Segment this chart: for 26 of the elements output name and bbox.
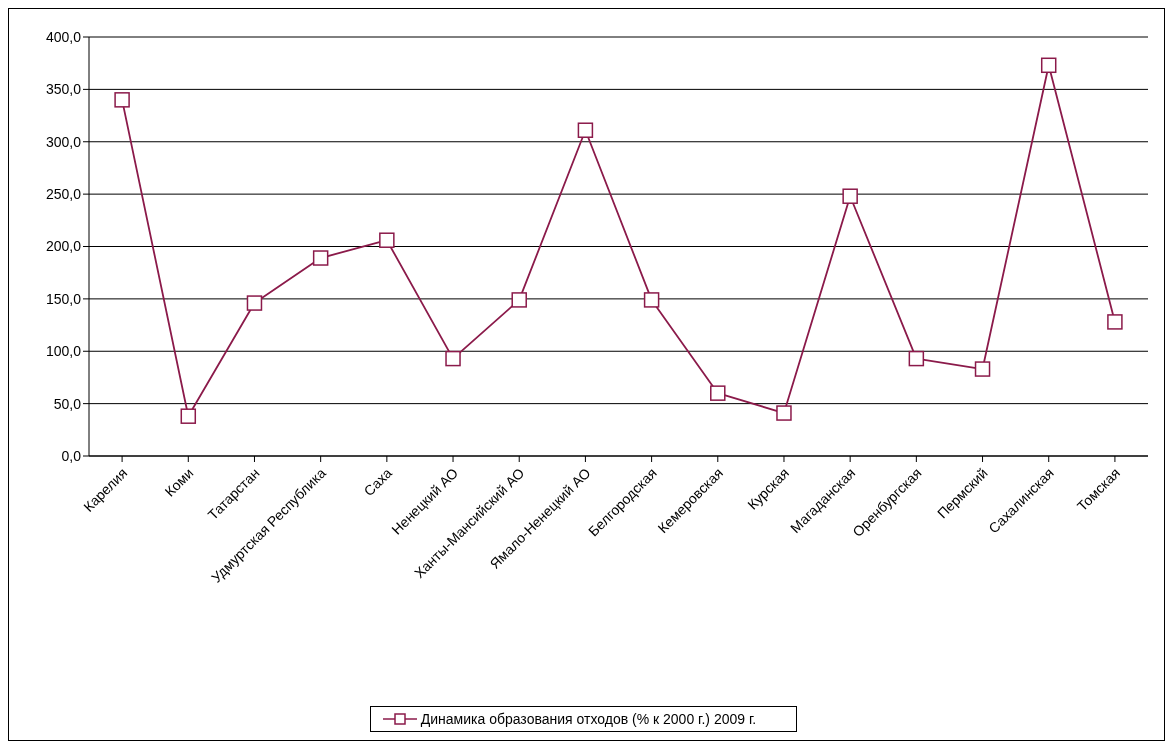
point bbox=[379, 232, 395, 248]
y-tick-label: 400,0 bbox=[45, 28, 82, 45]
y-tick-label: 150,0 bbox=[45, 290, 82, 307]
point bbox=[1107, 314, 1123, 330]
point bbox=[1040, 57, 1057, 74]
point bbox=[974, 361, 991, 377]
y-tick-label: 100,0 bbox=[45, 343, 82, 360]
y-tick-label: 0,0 bbox=[61, 447, 82, 464]
point bbox=[445, 350, 461, 367]
point bbox=[710, 385, 726, 401]
point bbox=[577, 122, 594, 138]
point bbox=[842, 188, 858, 204]
point bbox=[180, 408, 197, 424]
y-tick-label: 200,0 bbox=[45, 238, 82, 255]
y-tick-label: 350,0 bbox=[45, 81, 82, 98]
y-tick-label: 250,0 bbox=[45, 186, 82, 203]
point bbox=[776, 405, 792, 421]
point bbox=[511, 292, 527, 308]
point bbox=[643, 292, 660, 308]
y-tick-label: 300,0 bbox=[45, 133, 82, 150]
y-tick-label: 50,0 bbox=[53, 395, 82, 412]
legend-label: Динамика образования отходов (% к 2000 г.) 2009 г. bbox=[419, 711, 757, 727]
point bbox=[908, 350, 925, 367]
point bbox=[312, 250, 329, 266]
point bbox=[246, 295, 263, 311]
point bbox=[114, 92, 130, 108]
